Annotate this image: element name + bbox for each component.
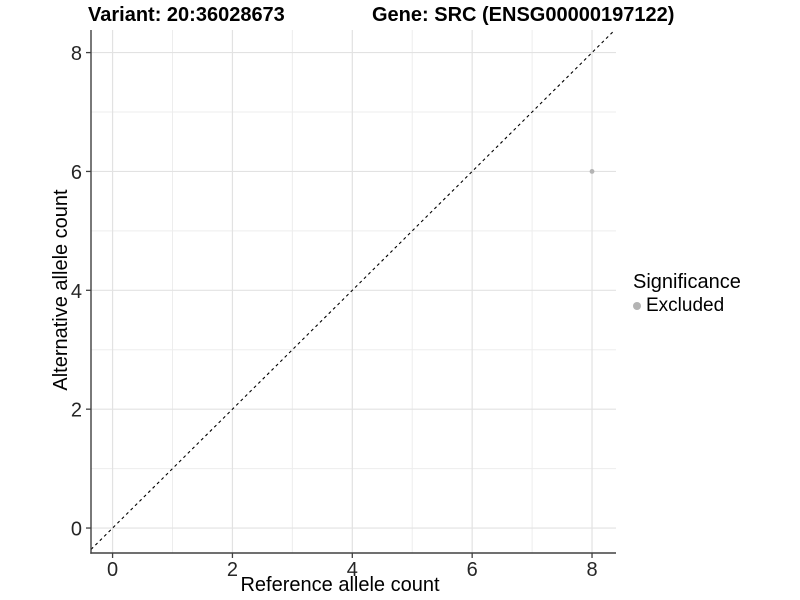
legend-key-dot-icon: [633, 302, 641, 310]
legend: Significance Excluded: [633, 270, 741, 317]
x-tick-label: 2: [227, 559, 238, 581]
y-tick-label: 8: [71, 43, 82, 65]
plot-title-gene: Gene: SRC (ENSG00000197122): [372, 4, 675, 26]
x-tick-label: 0: [107, 559, 118, 581]
x-tick-label: 8: [586, 559, 597, 581]
legend-title: Significance: [633, 271, 741, 293]
plot-title-variant: Variant: 20:36028673: [88, 4, 285, 26]
x-tick-label: 4: [347, 559, 358, 581]
y-tick-label: 2: [71, 400, 82, 422]
y-axis-title: Alternative allele count: [50, 189, 72, 391]
identity-line: [90, 29, 616, 550]
x-tick-label: 6: [467, 559, 478, 581]
data-point: [589, 169, 595, 174]
legend-item-label: Excluded: [646, 295, 725, 316]
legend-item: Excluded: [633, 295, 741, 317]
x-axis-title: Reference allele count: [240, 574, 440, 596]
y-tick-label: 0: [71, 519, 82, 541]
y-tick-label: 6: [71, 162, 82, 184]
y-tick-label: 4: [71, 281, 82, 303]
